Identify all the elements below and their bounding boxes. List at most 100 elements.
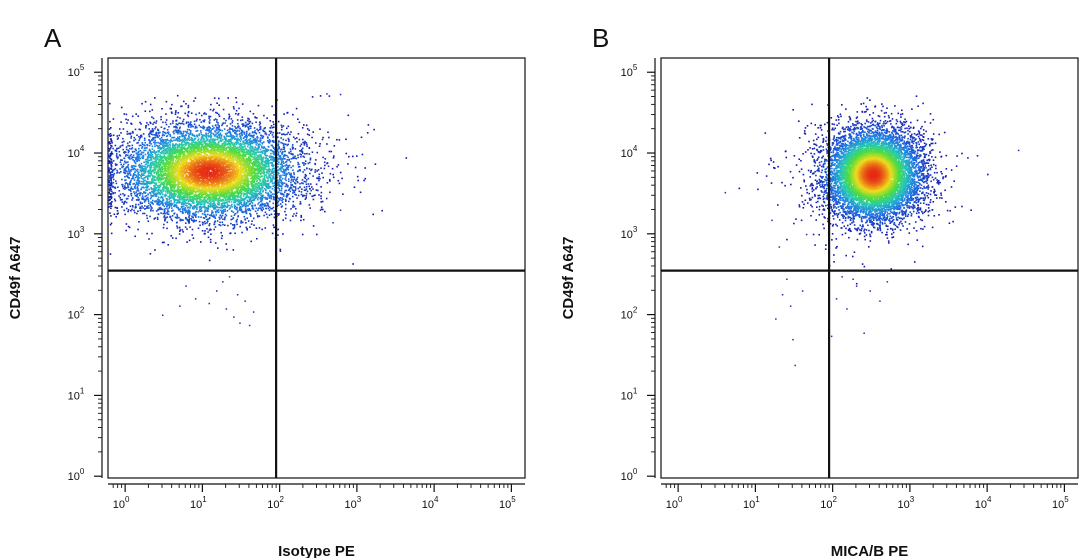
event-dot [235, 137, 237, 140]
event-dot [127, 161, 129, 163]
event-dot [166, 152, 168, 154]
event-dot [144, 141, 146, 144]
event-dot [183, 136, 186, 139]
event-dot [276, 170, 279, 172]
event-dot [269, 120, 272, 122]
event-dot [180, 139, 183, 142]
event-dot [242, 123, 245, 125]
event-dot [118, 172, 121, 174]
event-dot [321, 172, 323, 174]
event-dot [214, 208, 217, 210]
event-dot [246, 142, 248, 145]
event-dot [158, 178, 161, 180]
event-dot [299, 145, 302, 147]
event-dot [259, 173, 262, 176]
event-dot [259, 176, 262, 179]
event-dot [304, 177, 307, 179]
event-dot [182, 139, 185, 142]
event-dot [209, 133, 212, 136]
event-dot [192, 237, 195, 239]
event-dot [203, 142, 206, 145]
event-dot [130, 170, 132, 172]
event-dot [142, 181, 145, 183]
event-dot [176, 116, 179, 118]
event-dot [266, 148, 268, 151]
event-dot [257, 182, 260, 184]
event-dot [114, 163, 117, 165]
event-dot [173, 189, 175, 192]
event-dot [112, 147, 114, 150]
event-dot [152, 168, 155, 171]
event-dot [277, 150, 279, 152]
event-dot [146, 143, 149, 146]
event-dot [149, 168, 152, 170]
event-dot [259, 121, 261, 123]
event-dot [272, 198, 275, 201]
event-dot [194, 135, 196, 137]
event-dot [287, 125, 290, 128]
event-dot [288, 200, 290, 203]
event-dot [170, 140, 172, 142]
event-dot [158, 207, 161, 209]
event-dot [141, 202, 143, 204]
event-dot [188, 209, 191, 212]
event-dot [188, 219, 190, 221]
event-dot [181, 219, 183, 221]
event-dot [217, 199, 220, 202]
event-dot [172, 147, 174, 149]
event-dot [141, 143, 144, 146]
event-dot [287, 131, 289, 134]
event-dot [161, 241, 164, 244]
event-dot [241, 116, 244, 118]
event-dot [156, 186, 159, 188]
event-dot [267, 182, 270, 185]
event-dot [319, 95, 322, 97]
event-dot [249, 154, 251, 157]
event-dot [207, 231, 209, 233]
event-dot [292, 136, 295, 138]
event-dot [261, 203, 264, 206]
event-dot [295, 179, 297, 182]
event-dot [299, 150, 301, 152]
event-dot [268, 214, 271, 216]
event-dot [271, 105, 273, 108]
event-dot [185, 199, 187, 202]
event-dot [175, 130, 177, 132]
event-dot [218, 224, 220, 226]
event-dot [154, 97, 156, 99]
event-dot [235, 127, 238, 129]
event-dot [301, 179, 304, 181]
event-dot [297, 154, 299, 156]
event-dot [220, 145, 223, 147]
event-dot [167, 131, 170, 134]
event-dot [160, 171, 162, 173]
event-dot [136, 193, 139, 195]
event-dot [184, 139, 187, 141]
event-dot [299, 165, 301, 168]
event-dot [265, 191, 267, 194]
event-dot [240, 144, 242, 146]
event-dot [160, 157, 162, 159]
event-dot [179, 195, 182, 198]
event-dot [301, 151, 304, 153]
event-dot [166, 216, 169, 218]
event-dot [157, 184, 160, 187]
event-dot [138, 158, 140, 160]
event-dot [245, 196, 247, 199]
event-dot [273, 126, 275, 128]
event-dot [143, 137, 146, 140]
event-dot [109, 102, 111, 105]
event-dot [110, 168, 112, 170]
event-dot [246, 153, 249, 155]
event-dot [282, 171, 285, 174]
event-dot [265, 165, 267, 167]
event-dot [151, 154, 153, 156]
event-dot [210, 138, 212, 140]
event-dot [233, 223, 236, 226]
event-dot [221, 203, 223, 205]
event-dot [269, 140, 272, 142]
event-dot [185, 121, 188, 123]
event-dot [108, 179, 110, 182]
event-dot [190, 146, 193, 149]
event-dot [178, 197, 180, 199]
